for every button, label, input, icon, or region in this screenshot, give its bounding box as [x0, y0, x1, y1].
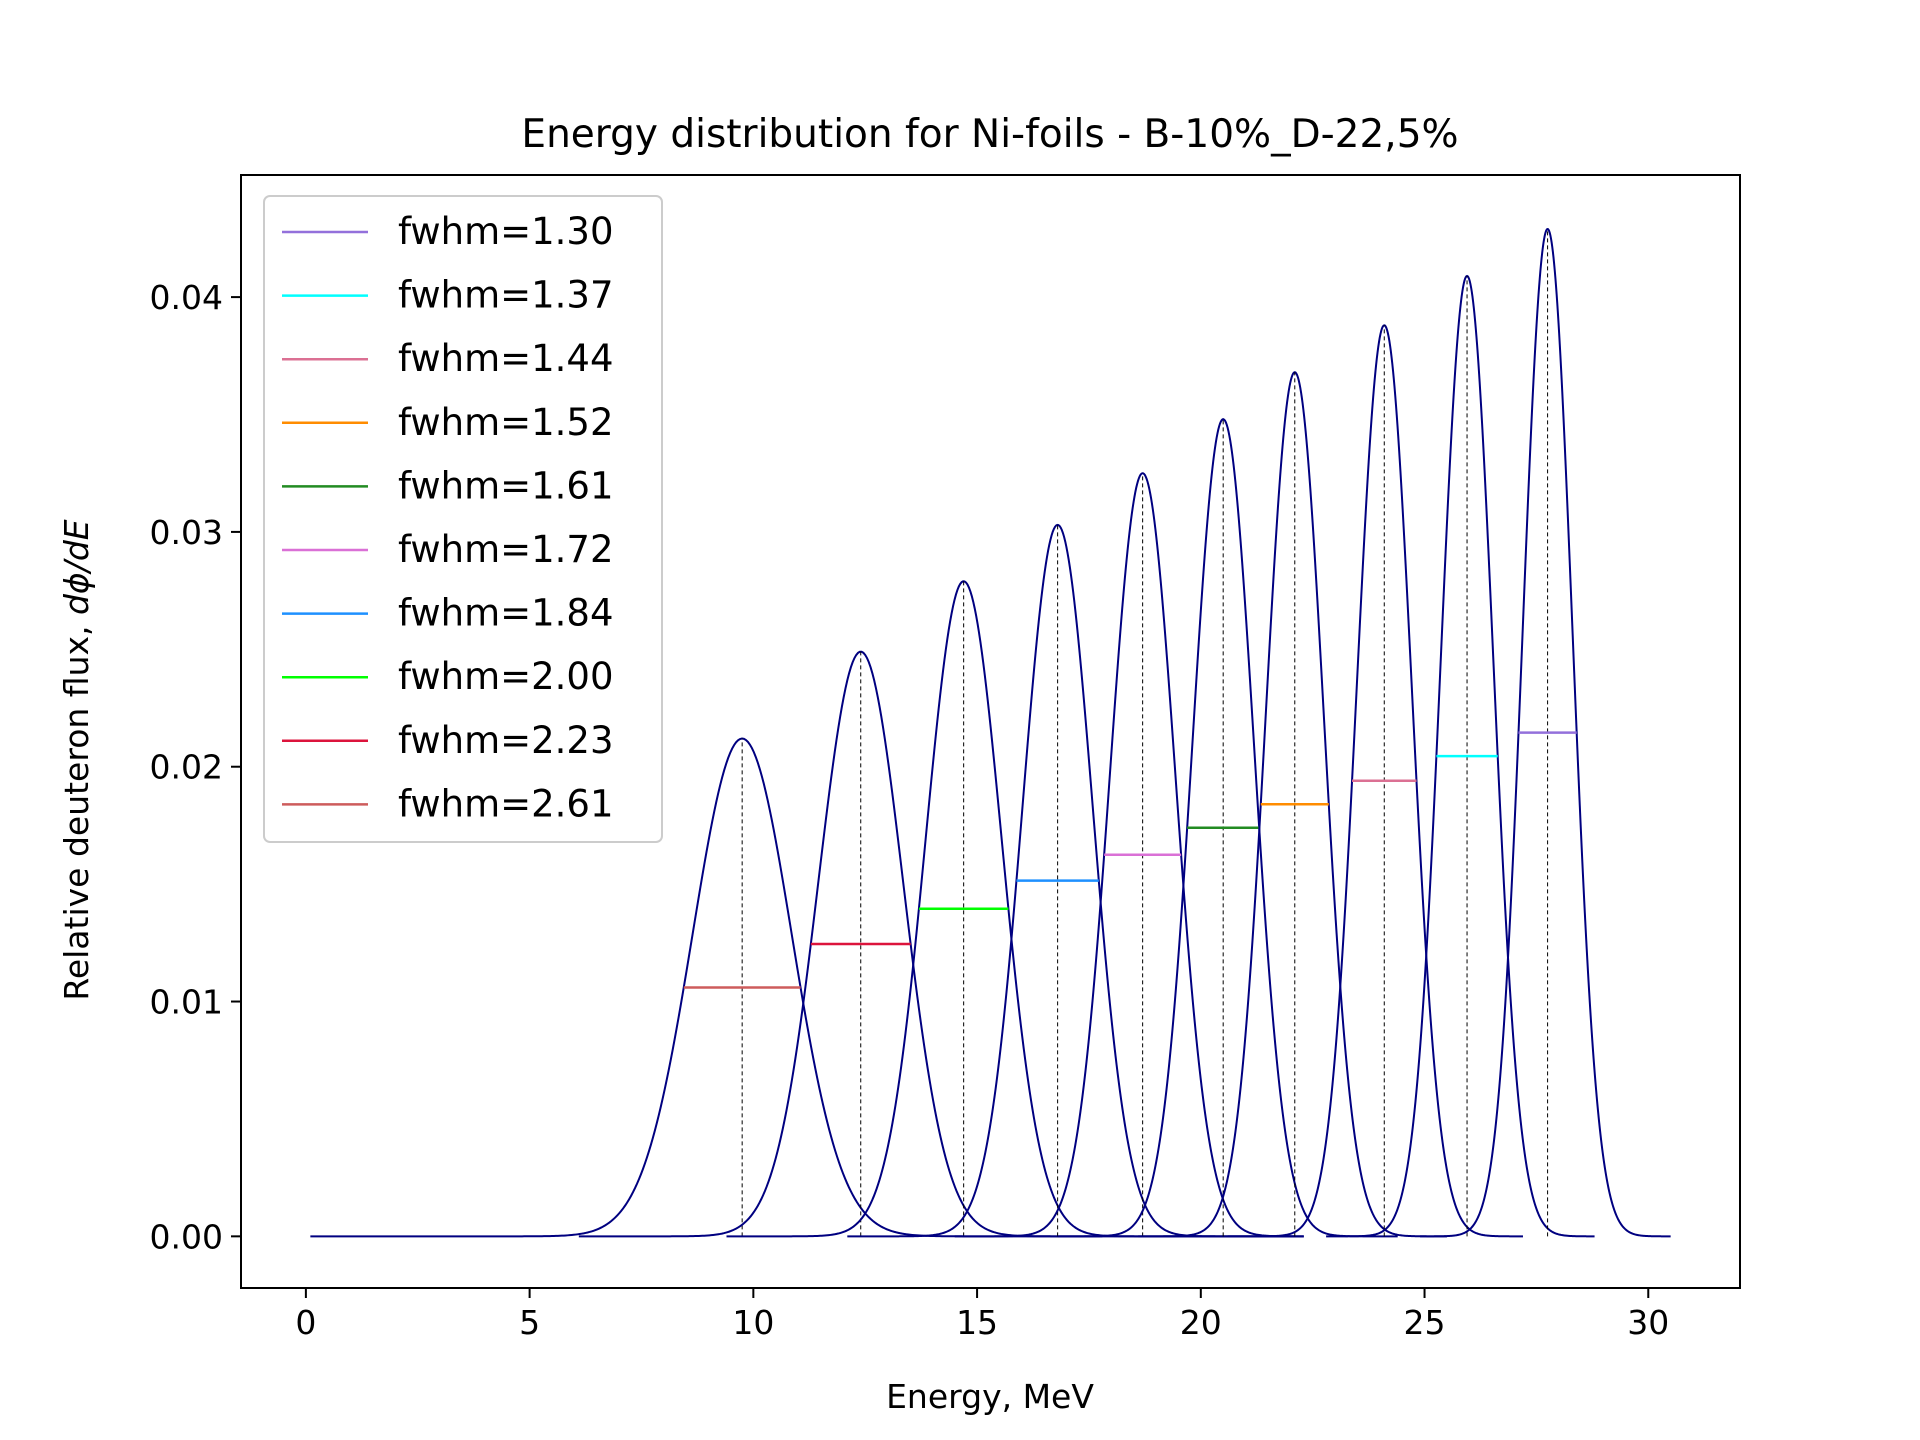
series-curve	[1420, 228, 1671, 1238]
series-curve	[1138, 371, 1447, 1238]
x-tick-label: 25	[1404, 1303, 1446, 1342]
legend-label: fwhm=1.37	[398, 274, 614, 317]
series-curve	[954, 472, 1304, 1238]
series-curve	[1326, 274, 1595, 1238]
series-curve	[847, 523, 1304, 1238]
y-tick-label: 0.04	[150, 278, 223, 317]
legend-box	[263, 195, 663, 843]
legend-label: fwhm=2.61	[398, 782, 614, 825]
series-curve	[1227, 324, 1523, 1238]
legend-label: fwhm=1.84	[398, 592, 614, 635]
y-tick-label: 0.00	[150, 1217, 223, 1256]
y-axis-label-math: dϕ/dE	[57, 519, 96, 615]
legend-label: fwhm=1.44	[398, 337, 614, 380]
x-tick-label: 5	[519, 1303, 540, 1342]
legend-label: fwhm=1.52	[398, 401, 614, 444]
axes-frame	[240, 174, 1741, 1289]
x-axis-label: Energy, MeV	[886, 1377, 1094, 1416]
x-tick-label: 0	[295, 1303, 316, 1342]
x-tick-label: 15	[956, 1303, 998, 1342]
x-tick-label: 30	[1627, 1303, 1669, 1342]
x-tick-label: 20	[1180, 1303, 1222, 1342]
y-tick-label: 0.01	[150, 983, 223, 1022]
y-axis-label: Relative deuteron flux, dϕ/dE	[57, 519, 96, 1000]
legend-label: fwhm=1.61	[398, 464, 614, 507]
y-tick-label: 0.02	[150, 748, 223, 787]
x-tick-label: 10	[732, 1303, 774, 1342]
chart-title: Energy distribution for Ni-foils - B-10%…	[521, 112, 1458, 157]
legend-label: fwhm=2.00	[398, 655, 614, 698]
legend: fwhm=1.30 fwhm=1.37 fwhm=1.44 fwhm=1.52 fwhm…	[263, 195, 663, 843]
legend-label: fwhm=2.23	[398, 719, 614, 762]
legend-label: fwhm=1.72	[398, 528, 614, 571]
legend-label: fwhm=1.30	[398, 210, 614, 253]
plot-area	[310, 228, 1671, 1238]
axis-ticks: 0 5 10 15 20 25 30 0.00 0.01 0.02 0.03 0.04	[150, 278, 1670, 1342]
y-tick-label: 0.03	[150, 513, 223, 552]
y-axis-label-text: Relative deuteron flux,	[57, 615, 96, 1001]
